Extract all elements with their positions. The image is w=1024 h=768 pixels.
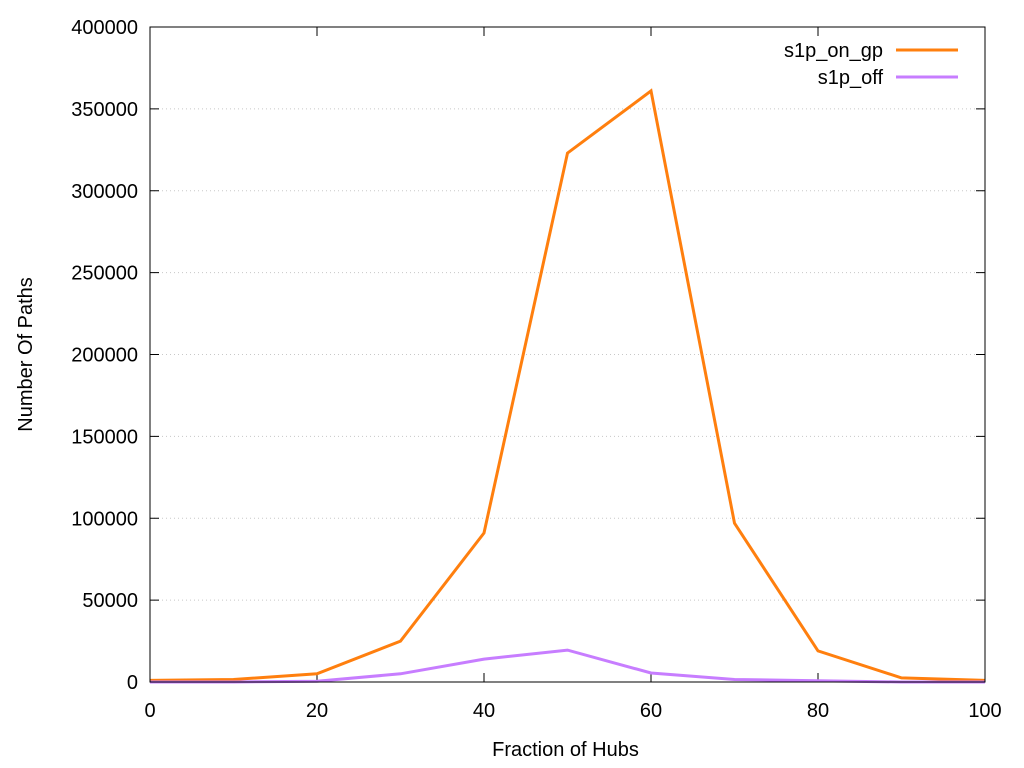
x-axis-ticks: 0 20 40 60 80 100 <box>144 27 1002 722</box>
x-tick-label: 20 <box>306 700 328 722</box>
x-tick-label: 40 <box>473 700 495 722</box>
x-tick-label: 100 <box>968 700 1001 722</box>
y-tick-label: 250000 <box>71 263 138 285</box>
series-line-s1p_off <box>150 648 985 684</box>
y-tick-label: 50000 <box>82 590 138 612</box>
y-axis-ticks: 0 50000 100000 150000 200000 250000 300000 3500… <box>71 17 985 694</box>
y-tick-label: 300000 <box>71 181 138 203</box>
x-tick-label: 0 <box>144 700 155 722</box>
legend-label: s1p_off <box>818 67 884 89</box>
plot-frame <box>149 26 986 683</box>
y-tick-label: 150000 <box>71 426 138 448</box>
y-tick-label: 350000 <box>71 99 138 121</box>
x-tick-label: 80 <box>807 700 829 722</box>
series-layer <box>149 88 986 684</box>
legend: s1p_on_gp s1p_off <box>784 40 958 89</box>
legend-label: s1p_on_gp <box>784 40 883 62</box>
y-tick-label: 400000 <box>71 17 138 39</box>
y-axis-label: Number Of Paths <box>15 277 37 432</box>
grid-lines <box>150 108 985 601</box>
series-line-s1p_on_gp <box>149 88 986 682</box>
y-tick-label: 200000 <box>71 345 138 367</box>
y-tick-label: 0 <box>127 672 138 694</box>
x-axis-label: Fraction of Hubs <box>492 739 639 761</box>
y-tick-label: 100000 <box>71 508 138 530</box>
x-tick-label: 60 <box>640 700 662 722</box>
